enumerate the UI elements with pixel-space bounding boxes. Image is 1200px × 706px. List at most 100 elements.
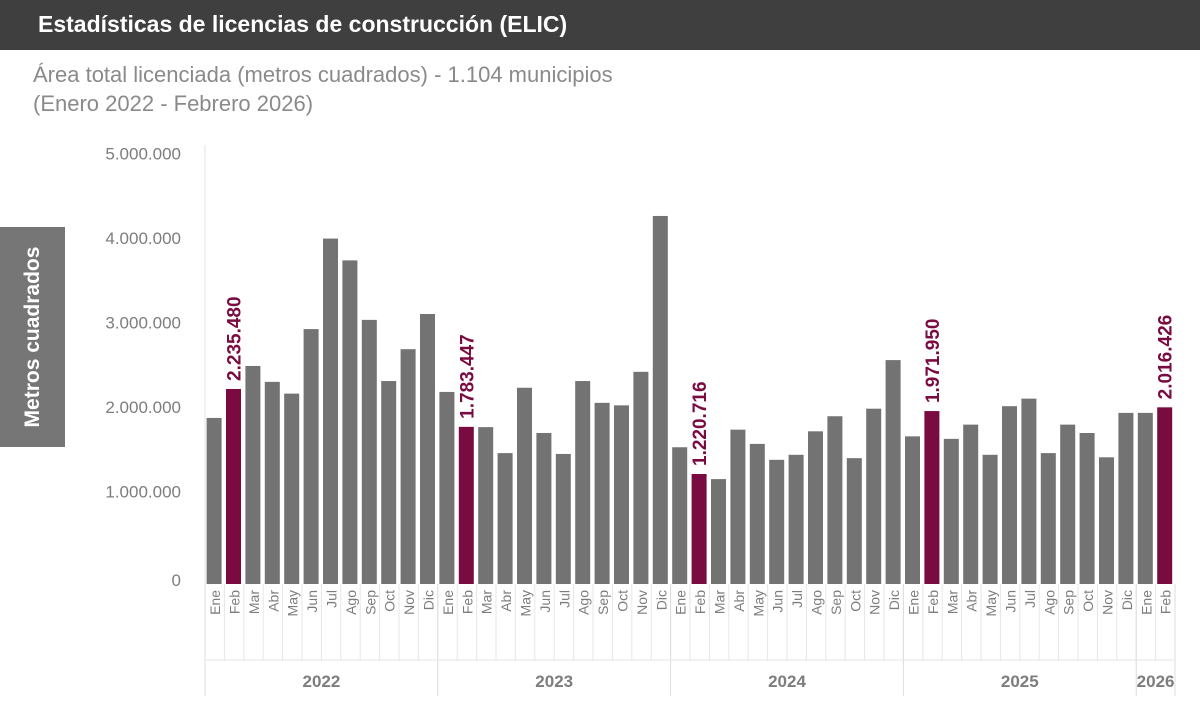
bar-2023-May [517,387,532,584]
x-tick-label-month: Feb [692,590,708,614]
bar-2024-Oct [846,458,862,584]
subtitle-line-2: (Enero 2022 - Febrero 2026) [33,91,314,116]
x-tick-label-month: Abr [731,590,747,612]
bar-2022-Mar [245,365,261,584]
x-tick-label-month: Jul [789,590,805,608]
x-tick-label-month: Mar [479,590,495,614]
bar-2023-Feb [458,426,474,584]
x-tick-label-month: Ago [809,590,825,615]
bar-2025-Ene [905,436,920,584]
bar-2024-Mar [711,479,726,584]
bar-2024-Ene [672,447,688,584]
x-tick-label-month: Sep [362,590,378,615]
bar-2023-Jun [536,433,552,584]
x-tick-label-month: May [983,590,999,616]
x-tick-label-month: Oct [847,590,863,612]
bar-2022-Ago [342,260,358,584]
bar-2023-Ene [439,391,455,584]
x-tick-label-year: 2026 [1137,672,1175,691]
x-tick-label-month: Jul [324,590,340,608]
chart-subtitle: Área total licenciada (metros cuadrados)… [33,60,613,118]
bar-2025-Jul [1021,398,1037,584]
x-tick-label-month: Feb [459,590,475,614]
y-tick-label: 0 [172,571,181,590]
x-tick-label-month: May [518,590,534,616]
bar-2023-Dic [652,215,668,584]
x-tick-label-month: Oct [615,590,631,612]
x-tick-label-month: Dic [653,590,669,610]
x-tick-label-month: Jun [770,590,786,613]
bar-2024-Dic [885,360,901,584]
x-tick-label-month: Ene [1138,590,1154,615]
data-label: 1.220.716 [690,381,711,466]
x-tick-label-month: Nov [1100,590,1116,615]
y-tick-label: 1.000.000 [105,483,181,502]
x-tick-label-month: Jun [304,590,320,613]
bar-2025-Dic [1118,412,1134,584]
bar-2026-Feb [1157,407,1173,584]
bar-2025-Oct [1079,433,1095,584]
x-tick-label-month: Ene [906,590,922,615]
x-tick-label-month: Abr [265,590,281,612]
bar-2024-Nov [866,408,882,584]
bar-2025-Sep [1060,424,1076,584]
x-tick-label-month: Ene [673,590,689,615]
bar-2024-Jul [788,454,804,584]
bar-2022-Oct [381,381,397,584]
x-tick-label-month: Oct [1080,590,1096,612]
y-axis-label-box: Metros cuadrados [0,227,65,447]
y-tick-label: 4.000.000 [105,229,181,248]
x-tick-label-month: Dic [886,590,902,610]
x-tick-label-month: Ene [440,590,456,615]
x-tick-label-month: Ene [207,590,223,615]
bar-2025-Abr [963,424,979,584]
x-tick-label-month: Nov [867,590,883,615]
x-tick-label-month: Dic [421,590,437,610]
x-tick-label-month: Mar [712,590,728,614]
bar-2025-Nov [1099,457,1114,584]
x-tick-label-month: Sep [1061,590,1077,615]
bar-2024-Ago [808,431,823,584]
bar-2024-May [749,443,765,584]
x-tick-label-month: Nov [401,590,417,615]
bar-2022-Sep [361,319,377,584]
bar-2023-Sep [594,402,610,584]
x-tick-label-month: Feb [925,590,941,614]
page-title: Estadísticas de licencias de construcció… [38,11,568,37]
bar-2022-Abr [264,381,280,584]
bar-2022-Jun [303,329,319,584]
x-tick-label-month: Mar [246,590,262,614]
x-tick-label-month: Jul [1022,590,1038,608]
bar-2023-Nov [633,371,649,584]
bar-2025-Feb [924,411,940,584]
x-tick-label-month: Feb [227,590,243,614]
x-tick-label-month: Sep [595,590,611,615]
x-tick-label-month: Feb [1158,590,1174,614]
bar-2026-Ene [1137,412,1153,584]
x-tick-label-month: Jun [537,590,553,613]
x-tick-label-month: Ago [343,590,359,615]
data-label: 1.971.950 [923,319,944,404]
x-tick-label-month: Jul [556,590,572,608]
y-tick-label: 2.000.000 [105,398,181,417]
subtitle-line-1: Área total licenciada (metros cuadrados)… [33,62,613,87]
bar-2022-Feb [226,388,241,584]
bar-2022-Jul [323,238,338,584]
x-tick-label-month: Nov [634,590,650,615]
bar-2023-Jul [555,453,571,584]
data-label: 2.016.426 [1156,315,1177,400]
bar-2025-Jun [1002,406,1017,584]
x-tick-label-month: Dic [1119,590,1135,610]
bar-2024-Abr [730,429,746,584]
x-tick-label-month: Ago [576,590,592,615]
x-tick-label-year: 2022 [302,672,340,691]
x-tick-label-month: Abr [964,590,980,612]
x-tick-label-month: Mar [944,590,960,614]
bar-2025-Mar [943,438,959,584]
x-tick-label-month: Sep [828,590,844,615]
bar-2024-Feb [691,474,707,584]
x-tick-label-month: Jun [1003,590,1019,613]
x-tick-label-month: May [285,590,301,616]
bar-2023-Ago [575,381,591,584]
x-tick-label-month: Abr [498,590,514,612]
